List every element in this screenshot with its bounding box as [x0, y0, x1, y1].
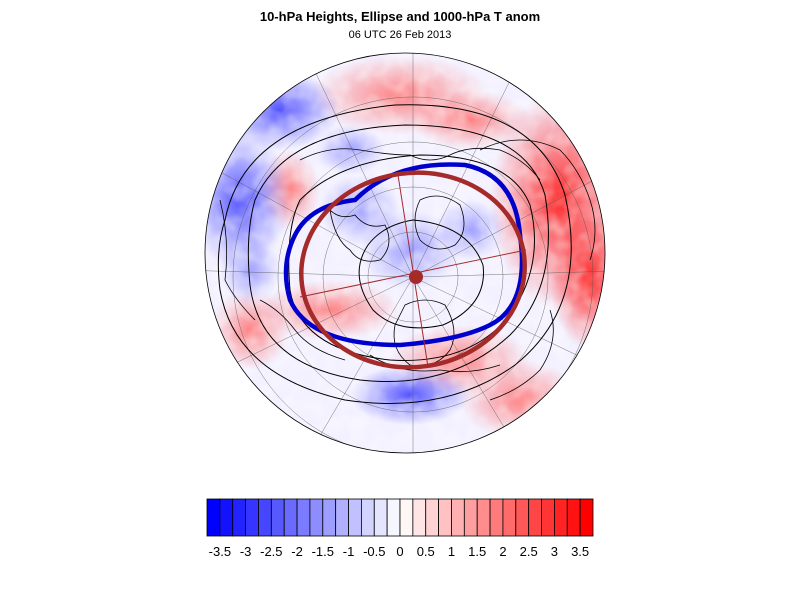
colorbar-tick-label: 1.5 — [468, 544, 486, 559]
colorbar-box — [489, 498, 504, 537]
colorbar-tick-label: -0.5 — [363, 544, 385, 559]
colorbar-tick-label: 2 — [499, 544, 506, 559]
colorbar-box — [309, 498, 324, 537]
vortex-edge-contour — [283, 162, 525, 348]
colorbar-box — [206, 498, 221, 537]
colorbar-box — [528, 498, 542, 537]
colorbar-box — [451, 498, 465, 537]
colorbar-tick-label: -2 — [291, 544, 303, 559]
map-title: 10-hPa Heights, Ellipse and 1000-hPa T a… — [259, 9, 541, 24]
colorbar-box — [425, 498, 440, 537]
colorbar-box — [296, 498, 311, 537]
colorbar-tick-label: -3.5 — [209, 544, 231, 559]
colorbar-boxes — [206, 498, 594, 537]
colorbar-box — [399, 498, 414, 537]
globe-outline — [204, 52, 606, 454]
colorbar-box — [554, 498, 568, 537]
colorbar-box — [412, 498, 427, 537]
colorbar-tick-label: 1 — [448, 544, 455, 559]
colorbar-tick-label: 3.5 — [571, 544, 589, 559]
colorbar-box — [245, 498, 259, 537]
colorbar-box — [335, 498, 349, 537]
vortex-ellipse — [299, 170, 527, 370]
ellipse-center — [409, 270, 423, 284]
colorbar-box — [373, 498, 388, 537]
colorbar-box — [270, 498, 285, 537]
height-contours — [217, 104, 572, 404]
colorbar-tick-label: 0 — [396, 544, 403, 559]
colorbar-box — [579, 498, 594, 537]
colorbar-box — [541, 498, 555, 537]
colorbar-box — [476, 498, 491, 537]
colorbar-tick-label: -3 — [240, 544, 252, 559]
colorbar-tick-label: -1 — [343, 544, 355, 559]
colorbar-tick-label: -2.5 — [260, 544, 282, 559]
colorbar-tick-label: 3 — [551, 544, 558, 559]
colorbar-labels: -3.5 -3 -2.5 -2 -1.5 -1 -0.5 0 0.5 1 1.5 2 2.5 3 3.5 — [209, 544, 590, 559]
colorbar-box — [232, 498, 246, 537]
colorbar-box — [463, 498, 478, 537]
colorbar-box — [322, 498, 337, 537]
colorbar-box — [348, 498, 362, 537]
colorbar-tick-label: -1.5 — [312, 544, 334, 559]
colorbar-box — [438, 498, 452, 537]
colorbar-box — [360, 498, 375, 537]
colorbar-box — [515, 498, 530, 537]
temperature-anomaly-field — [205, 53, 605, 453]
map-subtitle: 06 UTC 26 Feb 2013 — [348, 29, 452, 41]
colorbar-box — [219, 498, 234, 537]
colorbar-box — [502, 498, 517, 537]
colorbar-box — [566, 498, 581, 537]
colorbar-tick-label: 2.5 — [520, 544, 538, 559]
colorbar-box — [283, 498, 298, 537]
colorbar-box — [386, 498, 401, 537]
colorbar-tick-label: 0.5 — [417, 544, 435, 559]
coastlines — [219, 139, 596, 401]
colorbar-box — [258, 498, 272, 537]
